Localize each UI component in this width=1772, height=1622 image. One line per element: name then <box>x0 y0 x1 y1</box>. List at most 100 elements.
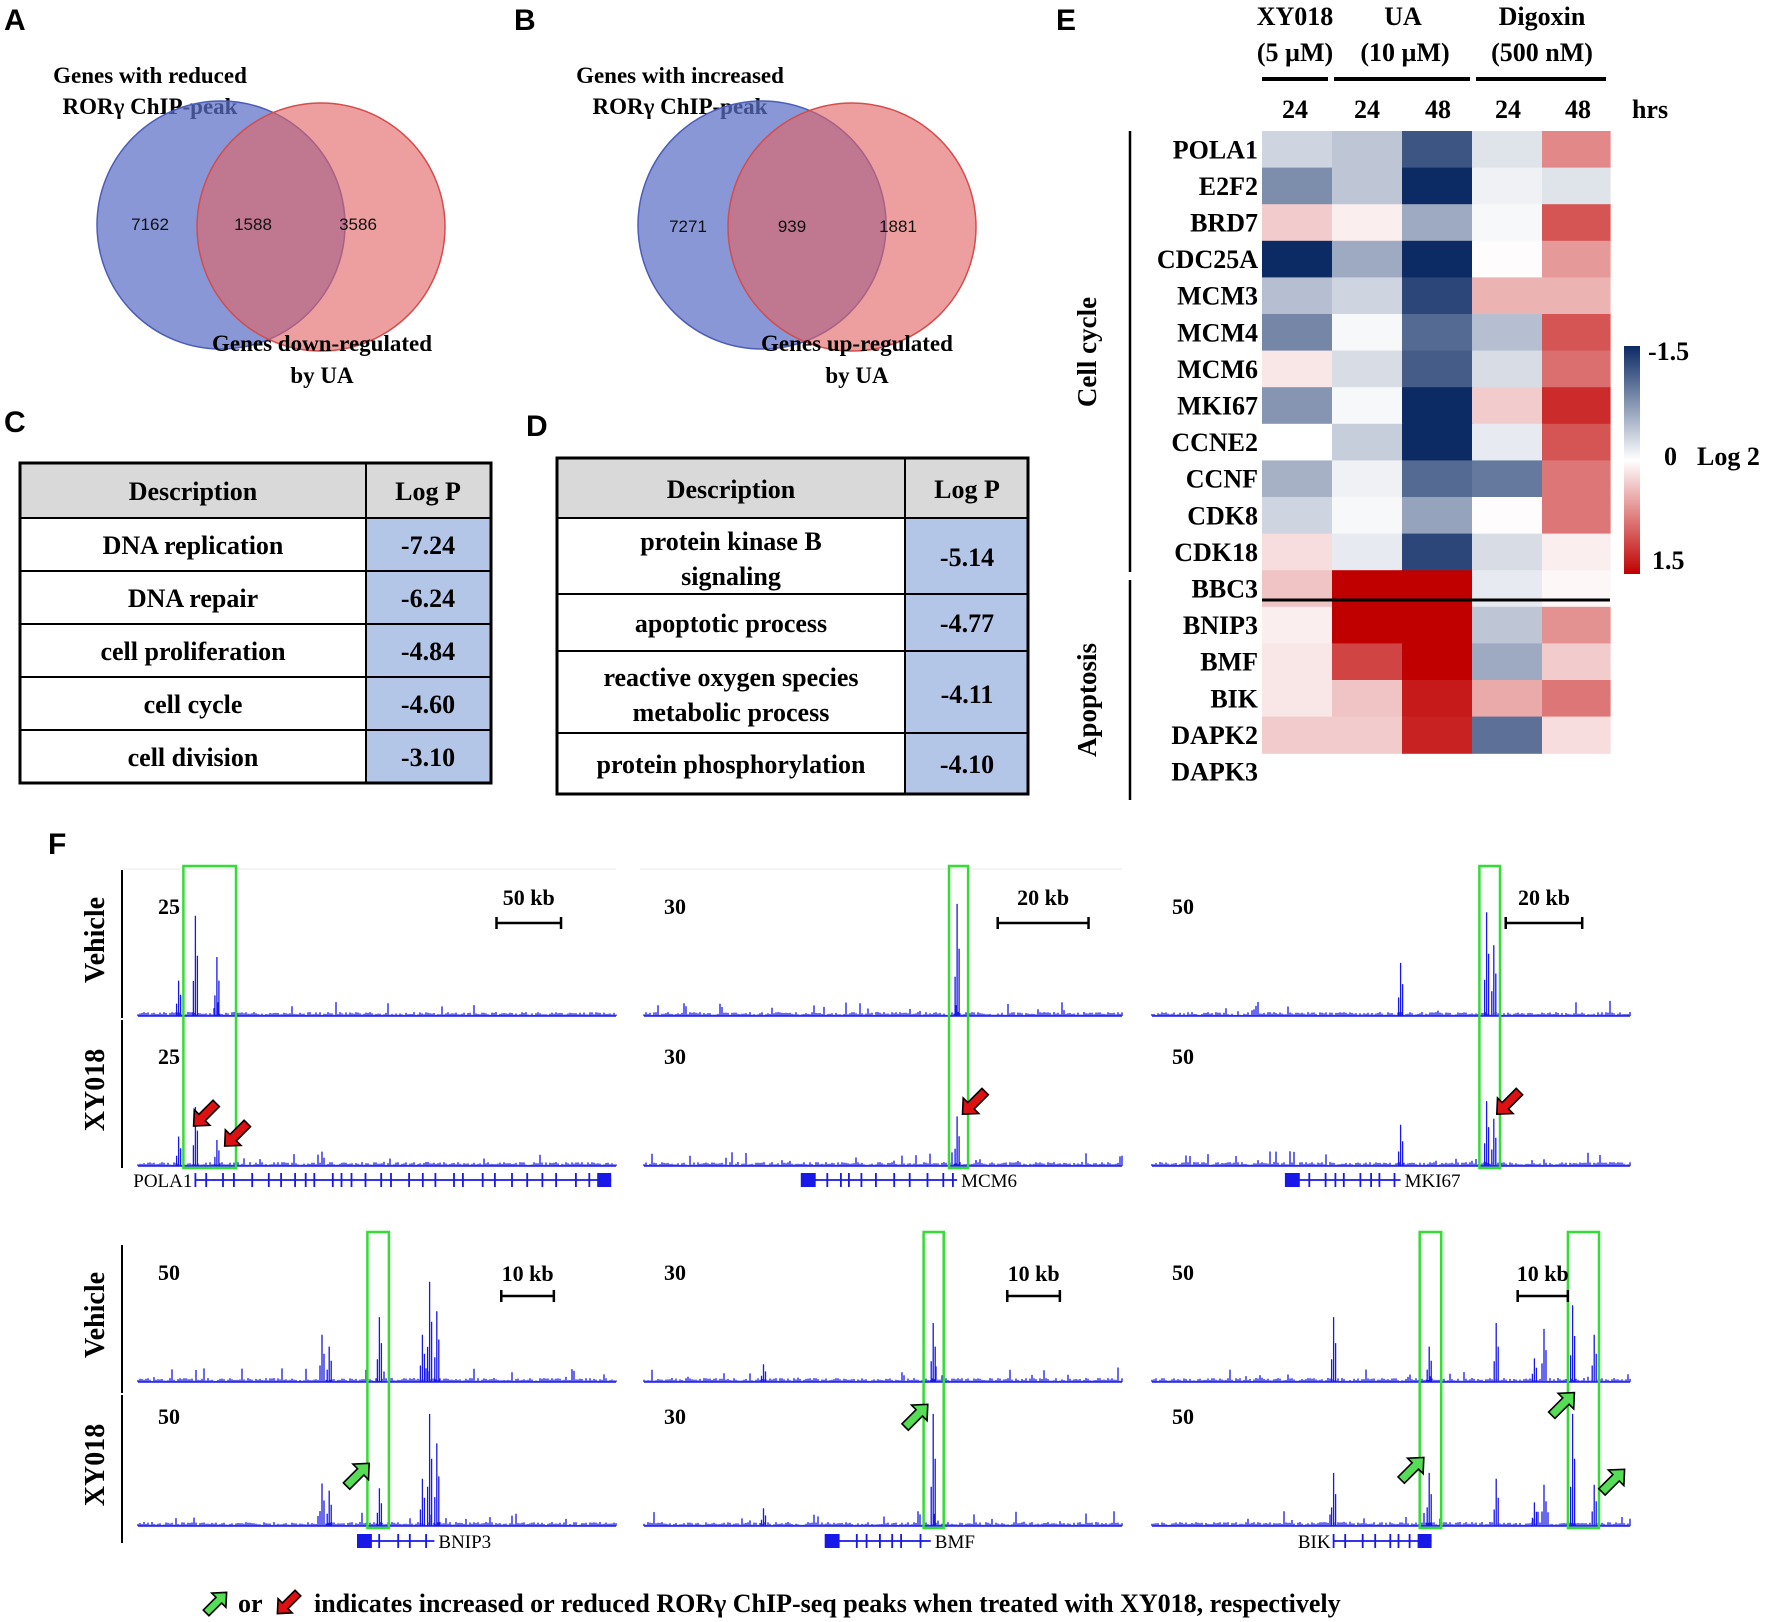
heatmap-cell <box>1402 314 1473 352</box>
peak-highlight-box <box>1566 1230 1601 1530</box>
heatmap-group-xy018-line1: XY018 <box>1257 2 1334 31</box>
venn-diagram-b: Genes with increased RORγ ChIP-peak 7271… <box>576 63 977 388</box>
gene-model <box>194 1173 612 1187</box>
heatmap-cell <box>1332 277 1403 315</box>
heatmap-cell <box>1332 606 1403 644</box>
heatmap-cell <box>1262 533 1333 571</box>
heatmap-cell <box>1332 240 1403 278</box>
track-ymax-label: 50 <box>1172 1044 1194 1069</box>
heatmap-cell <box>1332 570 1403 608</box>
table-d-value-bg <box>905 518 1028 794</box>
heatmap-cell <box>1332 423 1403 461</box>
heatmap-cell <box>1262 716 1333 754</box>
reduced-peak-arrow <box>1495 1087 1524 1116</box>
heatmap-cell <box>1472 314 1543 352</box>
track-panel-bik: 50 50 10 kb BIK <box>1151 1230 1631 1553</box>
scale-bar-label: 10 kb <box>502 1261 554 1286</box>
heatmap-cell <box>1402 387 1473 425</box>
gene-model <box>1284 1173 1401 1187</box>
heatmap-cell <box>1402 680 1473 718</box>
heatmap-cell <box>1472 131 1543 169</box>
heatmap-cell <box>1262 240 1333 278</box>
track-ymax-label: 50 <box>1172 1404 1194 1429</box>
track-panel-pola1: 25 25 50 kb POLA1 <box>133 864 617 1192</box>
venn-b-left-count: 7271 <box>669 217 707 236</box>
increased-peak-arrow <box>342 1462 371 1491</box>
table-d-logp: -4.77 <box>940 609 994 638</box>
heatmap-cell <box>1542 277 1611 315</box>
table-d-description: apoptotic process <box>635 609 827 638</box>
venn-a-title-line1: Genes with reduced <box>53 63 247 88</box>
table-d-row: reactive oxygen species metabolic proces… <box>603 663 993 727</box>
gene-model <box>1332 1534 1432 1548</box>
venn-a-bottom-line2: by UA <box>290 363 354 388</box>
heatmap-cell <box>1472 533 1543 571</box>
track-ymax-label: 50 <box>1172 894 1194 919</box>
table-c-logp: -7.24 <box>401 531 455 560</box>
scale-bar-label: 20 kb <box>1017 885 1069 910</box>
table-d-row: apoptotic process -4.77 <box>635 609 994 638</box>
increased-peak-arrow <box>1396 1456 1425 1485</box>
heatmap-cell <box>1262 314 1333 352</box>
heatmap-col-label: 48 <box>1425 95 1451 124</box>
heatmap-cell <box>1472 460 1543 498</box>
heatmap-cell <box>1262 643 1333 681</box>
heatmap-cell <box>1542 167 1611 205</box>
scale-bar <box>495 917 563 929</box>
heatmap-cell <box>1402 131 1473 169</box>
table-c-description: DNA replication <box>103 531 284 560</box>
table-c-row: cell cycle -4.60 <box>144 690 456 719</box>
heatmap-cell <box>1402 277 1473 315</box>
scale-bar <box>996 917 1090 929</box>
heatmap-row-label: MKI67 <box>1177 392 1258 421</box>
heatmap-cell <box>1262 423 1333 461</box>
heatmap-cell <box>1332 167 1403 205</box>
heatmap-col-label: 24 <box>1354 95 1380 124</box>
peak-highlight-box <box>182 864 238 1170</box>
heatmap-row-label: BNIP3 <box>1183 611 1258 640</box>
table-d-description: protein phosphorylation <box>597 750 867 779</box>
heatmap-cell <box>1542 350 1611 388</box>
track-panel-bmf: 30 30 10 kb BMF <box>643 1230 1123 1553</box>
colorbar-min-label: 1.5 <box>1652 546 1685 575</box>
table-c-logp: -3.10 <box>401 743 455 772</box>
heatmap-row-label: CDC25A <box>1157 245 1258 274</box>
heatmap-group-apoptosis: Apoptosis <box>1072 643 1102 757</box>
venn-diagram-a: Genes with reduced RORγ ChIP-peak 7162 1… <box>53 63 446 388</box>
heatmap-cell <box>1472 716 1543 754</box>
heatmap-row-label: BIK <box>1210 684 1258 713</box>
heatmap-cell <box>1262 460 1333 498</box>
heatmap-row-label: CCNF <box>1186 465 1258 494</box>
table-c-logp: -4.60 <box>401 690 455 719</box>
heatmap-cell <box>1332 497 1403 535</box>
track-ymax-label: 25 <box>158 1044 180 1069</box>
venn-b-right-count: 1881 <box>879 217 917 236</box>
table-c-description: DNA repair <box>128 584 258 613</box>
scale-bar-label: 50 kb <box>503 885 555 910</box>
heatmap-cell <box>1402 240 1473 278</box>
coverage-track <box>643 1116 1123 1166</box>
heatmap-cell <box>1472 240 1543 278</box>
heatmap-cell <box>1262 387 1333 425</box>
heatmap-row-label: MCM3 <box>1177 282 1258 311</box>
heatmap-cell <box>1542 423 1611 461</box>
legend-green-arrow <box>202 1591 228 1617</box>
coverage-track <box>1151 1413 1631 1526</box>
peak-highlight-box <box>1418 1230 1443 1530</box>
table-d-frame <box>555 456 1030 796</box>
track-ymax-label: 30 <box>664 1044 686 1069</box>
heatmap-cell <box>1402 606 1473 644</box>
heatmap-cell <box>1402 423 1473 461</box>
heatmap-col-label: 48 <box>1565 95 1591 124</box>
track-ymax-label: 25 <box>158 894 180 919</box>
colorbar-unit-label: Log 2 <box>1697 442 1760 471</box>
heatmap-cell <box>1262 277 1333 315</box>
heatmap-cell <box>1542 606 1611 644</box>
scale-bar-label: 20 kb <box>1518 885 1570 910</box>
track-ymax-label: 30 <box>664 894 686 919</box>
table-c-header-bg-2 <box>366 463 491 518</box>
track-ymax-label: 50 <box>158 1260 180 1285</box>
table-d-row: protein kinase B signaling -5.14 <box>640 527 994 591</box>
heatmap-colorbar <box>1624 346 1640 574</box>
heatmap-cell <box>1472 204 1543 242</box>
